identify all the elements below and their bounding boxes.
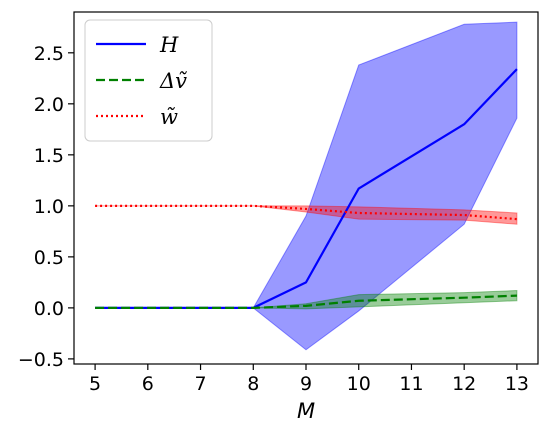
x-tick-label: 8: [247, 373, 259, 395]
legend-label-series-2: Δṽ: [159, 69, 187, 93]
y-axis: −0.5 0.0 0.5 1.0 1.5 2.0 2.5: [18, 43, 74, 371]
y-tick-label: 1.5: [34, 145, 64, 167]
legend-label-series-3: w̃: [160, 105, 178, 129]
x-axis-title: M: [297, 399, 315, 423]
legend-label-series-1: H: [159, 33, 179, 57]
series-lines: [95, 68, 518, 309]
y-tick-label: 2.5: [34, 43, 64, 65]
x-tick-label: 9: [300, 373, 312, 395]
y-tick-label: 0.5: [34, 247, 64, 269]
y-tick-label: 0.0: [34, 298, 64, 320]
x-tick-label: 13: [505, 373, 529, 395]
x-tick-label: 6: [142, 373, 154, 395]
line-series-3: [95, 204, 517, 221]
x-tick-label: 11: [399, 373, 423, 395]
line-series-2: [95, 294, 517, 309]
x-tick-label: 12: [452, 373, 476, 395]
x-tick-label: 7: [194, 373, 206, 395]
x-tick-label: 10: [347, 373, 371, 395]
y-tick-label: 1.0: [34, 196, 64, 218]
y-tick-label: −0.5: [18, 349, 64, 371]
line-series-1: [95, 68, 518, 309]
x-axis: 5 6 7 8 9 10 11 12 13: [89, 364, 529, 395]
legend: H Δṽ w̃: [84, 19, 213, 142]
x-tick-label: 5: [89, 373, 101, 395]
legend-box: [84, 19, 213, 142]
y-tick-label: 2.0: [34, 94, 64, 116]
